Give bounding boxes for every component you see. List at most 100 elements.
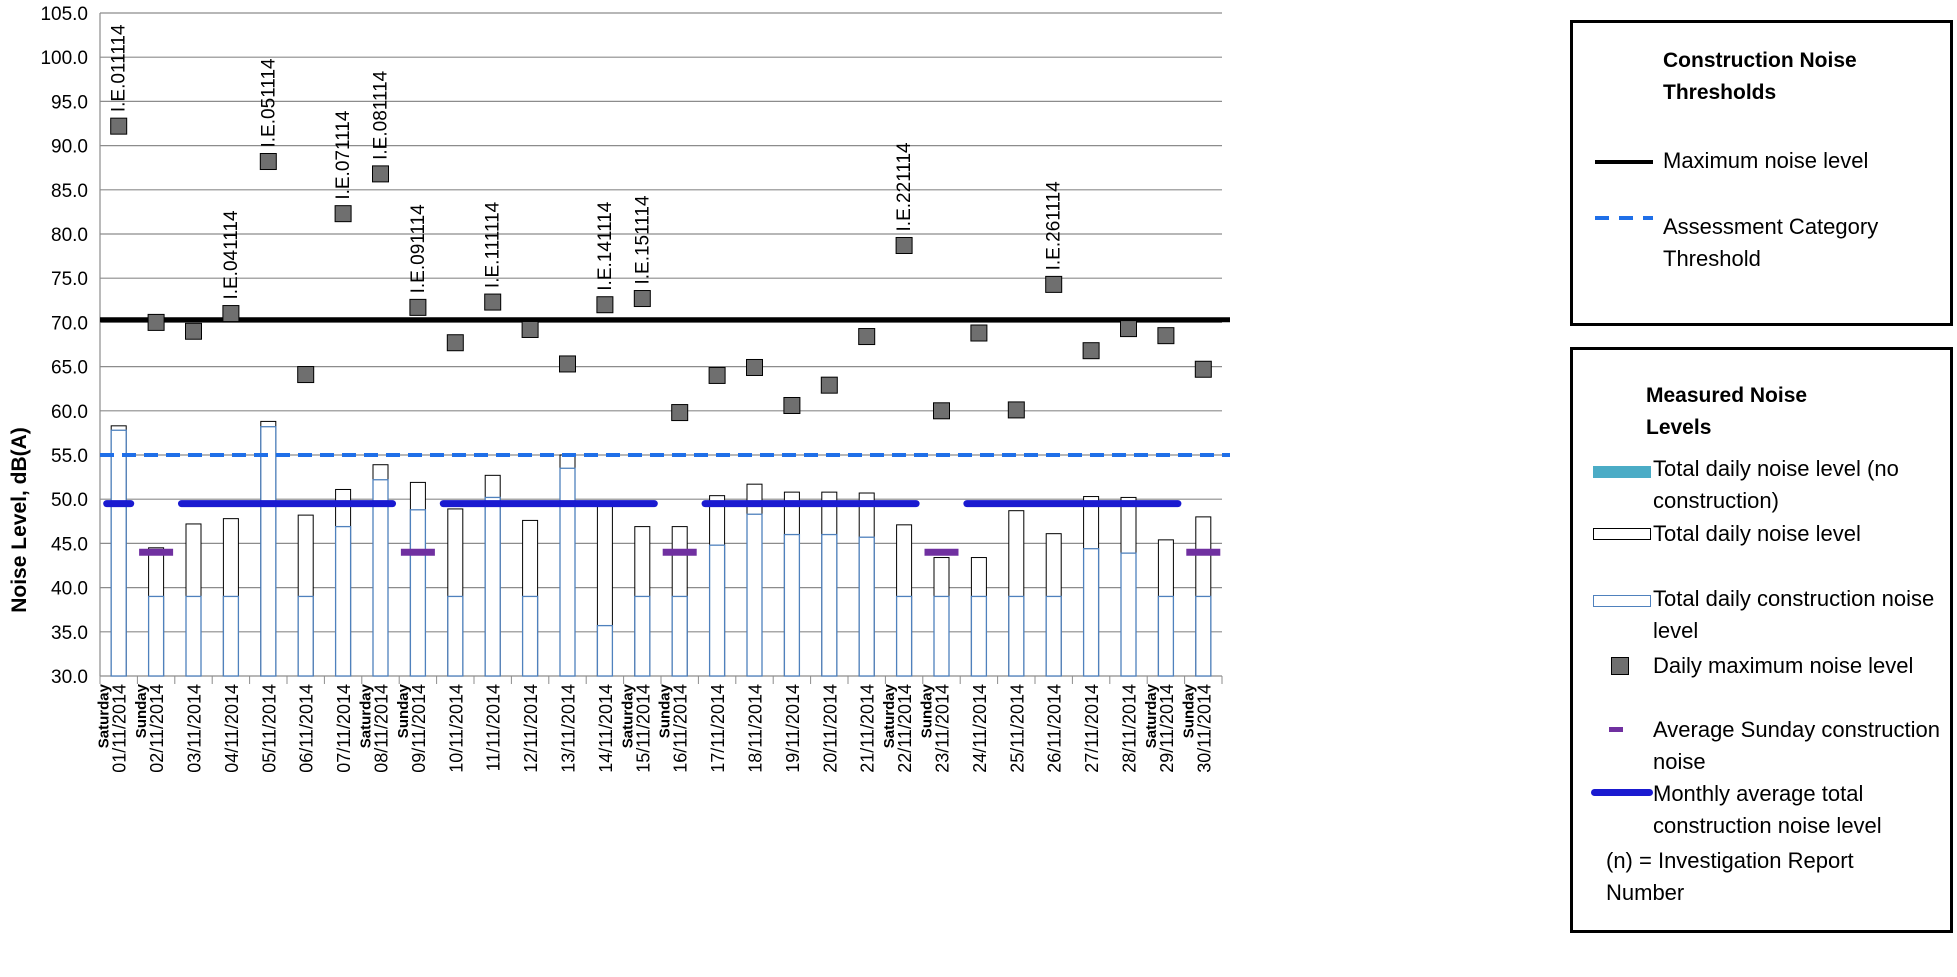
x-tick-label: 15/11/2014 (633, 684, 653, 773)
x-tick-label: 08/11/2014 (372, 684, 392, 773)
legend-note: (n) = Investigation Report Number (1606, 848, 1854, 905)
daily-max-marker (708, 366, 726, 384)
x-tick-label: 29/11/2014 (1157, 684, 1177, 773)
construction-bar (409, 509, 427, 677)
daily-max-marker (409, 298, 427, 316)
y-tick-label: 65.0 (51, 358, 88, 379)
construction-bar (521, 595, 539, 677)
y-tick-label: 40.0 (51, 579, 88, 600)
y-tick-label: 55.0 (51, 446, 88, 467)
daily-max-marker (1120, 320, 1137, 338)
x-tick-label: 28/11/2014 (1120, 684, 1140, 773)
daily-max-marker (895, 236, 913, 254)
daily-max-marker (671, 404, 689, 422)
daily-max-marker (933, 402, 950, 420)
x-tick-label: 10/11/2014 (446, 684, 466, 773)
x-tick-label: 09/11/2014 (409, 684, 429, 773)
legend-measured-title: Measured Noise Levels (1646, 384, 1808, 439)
x-tick-day-label: Sunday (919, 683, 936, 738)
legend-total-daily-label: Total daily noise level (1653, 521, 1861, 546)
construction-bar (821, 533, 838, 677)
x-tick-label: 05/11/2014 (259, 684, 279, 773)
x-tick-label: 03/11/2014 (185, 684, 205, 773)
x-tick-label: 21/11/2014 (858, 684, 878, 773)
daily-max-marker (521, 320, 539, 338)
construction-bar (1157, 595, 1175, 677)
investigation-annotation: I.E.071114 (333, 110, 354, 200)
daily-max-marker (783, 396, 801, 414)
x-tick-label: 02/11/2014 (147, 684, 167, 773)
legend-no-construction-label: Total daily noise level (no construction… (1653, 456, 1899, 513)
construction-bar (708, 544, 726, 677)
legend-sunday-swatch (1609, 727, 1623, 732)
legend-max-marker-swatch (1611, 657, 1629, 675)
daily-max-marker (1007, 401, 1025, 419)
y-tick-label: 85.0 (51, 181, 88, 202)
construction-bar (447, 595, 464, 677)
x-tick-label: 27/11/2014 (1082, 684, 1102, 773)
x-tick-label: 24/11/2014 (970, 684, 990, 773)
investigation-annotation: I.E.011114 (109, 24, 130, 112)
x-tick-label: 17/11/2014 (708, 684, 728, 773)
y-tick-label: 75.0 (51, 269, 88, 290)
construction-bar (1045, 595, 1062, 677)
y-tick-label: 90.0 (51, 137, 88, 158)
y-tick-label: 80.0 (51, 225, 88, 246)
legend-max-line-label: Maximum noise level (1663, 148, 1869, 173)
daily-max-marker (858, 328, 876, 346)
x-tick-day-label: Saturday (881, 683, 898, 748)
daily-max-marker (185, 322, 202, 340)
legend-sunday-label: Average Sunday construction noise (1653, 717, 1940, 774)
x-tick-label: 30/11/2014 (1194, 684, 1214, 773)
legend-max-line-swatch (1595, 160, 1653, 164)
daily-max-marker (484, 293, 502, 311)
y-tick-label: 100.0 (40, 48, 88, 69)
x-tick-day-label: Saturday (1143, 683, 1160, 748)
daily-max-marker (259, 153, 277, 171)
construction-bar (1082, 548, 1100, 677)
daily-max-marker (147, 313, 165, 331)
y-tick-label: 70.0 (51, 313, 88, 334)
daily-max-marker (372, 165, 389, 183)
x-tick-label: 07/11/2014 (334, 684, 354, 773)
x-tick-day-label: Saturday (96, 683, 113, 748)
y-tick-label: 45.0 (51, 534, 88, 555)
investigation-annotation: I.E.051114 (258, 58, 279, 148)
construction-bar (484, 496, 501, 677)
daily-max-marker (970, 324, 988, 342)
y-tick-label: 95.0 (51, 92, 88, 113)
x-tick-day-label: Saturday (619, 683, 636, 748)
construction-bar (110, 429, 127, 677)
daily-max-marker (820, 376, 838, 394)
y-tick-label: 60.0 (51, 402, 88, 423)
construction-bar (1195, 595, 1212, 677)
construction-bar (185, 595, 202, 677)
construction-bar (933, 595, 950, 677)
investigation-annotation: I.E.111114 (483, 201, 504, 288)
construction-bar (671, 595, 688, 677)
x-tick-label: 25/11/2014 (1007, 684, 1027, 773)
daily-max-marker (596, 296, 614, 314)
legend-measured: Measured Noise Levels Total daily noise … (1570, 347, 1953, 933)
construction-bar (746, 513, 763, 677)
legend-no-construction-swatch (1593, 466, 1651, 478)
x-tick-label: 22/11/2014 (895, 684, 915, 773)
daily-max-marker (1045, 275, 1063, 293)
construction-bar (222, 595, 240, 677)
construction-bar (858, 536, 875, 677)
bars (110, 420, 1212, 677)
legend-monthly-swatch (1591, 789, 1653, 796)
investigation-annotation: I.E.221114 (894, 142, 915, 232)
x-tick-day-label: Sunday (133, 683, 150, 738)
construction-bar (372, 479, 389, 677)
y-tick-label: 30.0 (51, 667, 88, 688)
y-axis-label: Noise Level, dB(A) (8, 427, 31, 613)
max-markers (110, 117, 1212, 422)
x-tick-label: 04/11/2014 (222, 684, 242, 773)
x-tick-day-label: Sunday (395, 683, 412, 738)
axis-labels: 30.0 35.0 40.0 45.0 50.0 55.0 60.0 65.0 70.0 75.0… (40, 4, 1214, 773)
daily-max-marker (110, 117, 128, 135)
legend-threshold-label: Assessment Category Threshold (1663, 214, 1879, 271)
construction-bar (634, 595, 651, 677)
legend-max-marker-label: Daily maximum noise level (1653, 653, 1914, 678)
